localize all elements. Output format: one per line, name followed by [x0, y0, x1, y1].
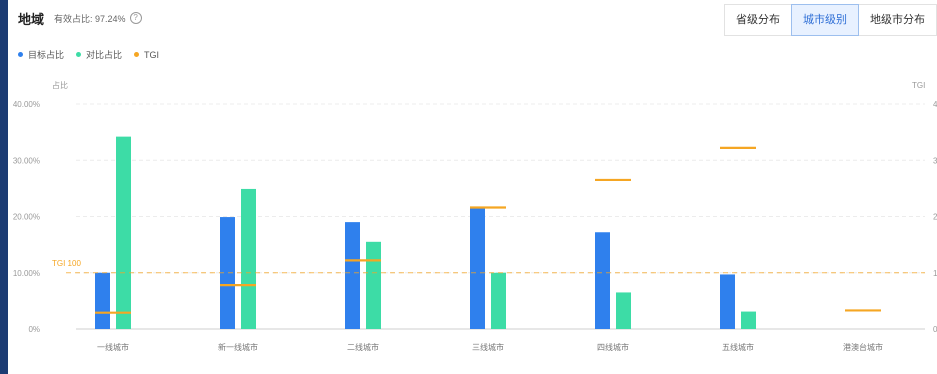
bar-compare[interactable] [366, 241, 381, 329]
x-tick-label: 四线城市 [597, 342, 629, 352]
x-tick-label: 新一线城市 [218, 342, 258, 352]
bar-compare[interactable] [616, 292, 631, 329]
y-right-tick-label: 2 [933, 213, 937, 222]
left-axis-label: 占比 [52, 80, 68, 90]
right-axis-label: TGI [912, 81, 925, 90]
bar-target[interactable] [720, 274, 735, 329]
y-left-tick-label: 40.00% [13, 100, 40, 109]
tab-province[interactable]: 省级分布 [724, 4, 792, 36]
legend-label-target: 目标占比 [28, 50, 65, 60]
legend-item-compare[interactable]: 对比占比 [76, 48, 122, 61]
legend-dot-icon [18, 52, 23, 57]
tgi-reference-label: TGI 100 [52, 259, 81, 268]
y-right-tick-label: 4 [933, 100, 937, 109]
bar-target[interactable] [595, 232, 610, 329]
legend-item-target[interactable]: 目标占比 [18, 48, 64, 61]
question-circle-icon[interactable]: ? [129, 12, 142, 24]
y-left-tick-label: 10.00% [13, 269, 40, 278]
bar-target[interactable] [345, 222, 360, 329]
view-tabs: 省级分布 城市级别 地级市分布 [724, 4, 937, 36]
y-right-tick-label: 3 [933, 156, 937, 165]
bar-compare[interactable] [741, 311, 756, 329]
x-tick-label: 港澳台城市 [843, 342, 883, 352]
legend-label-compare: 对比占比 [86, 50, 123, 60]
y-left-tick-label: 30.00% [13, 156, 40, 165]
x-tick-label: 二线城市 [347, 342, 379, 352]
bar-target[interactable] [95, 272, 110, 329]
bar-compare[interactable] [241, 188, 256, 329]
bar-compare[interactable] [491, 272, 506, 329]
legend-label-tgi: TGI [144, 49, 160, 60]
tab-city-level[interactable]: 城市级别 [791, 4, 859, 36]
left-edge-stripe [0, 0, 8, 374]
y-left-tick-label: 20.00% [13, 213, 40, 222]
legend-dot-icon [76, 52, 82, 57]
y-left-tick-label: 0% [28, 325, 40, 334]
valid-ratio-text: 有效占比: 97.24% [54, 13, 126, 24]
x-tick-label: 一线城市 [97, 342, 129, 352]
legend-item-tgi[interactable]: TGI [134, 50, 159, 60]
chart-legend: 目标占比 对比占比 TGI [18, 48, 171, 61]
legend-dot-icon [134, 52, 140, 57]
bar-compare[interactable] [116, 136, 131, 329]
bar-target[interactable] [470, 208, 485, 329]
y-right-tick-label: 0 [933, 325, 937, 334]
x-tick-label: 五线城市 [722, 342, 754, 352]
bar-target[interactable] [220, 217, 235, 329]
chart-header: 地域 有效占比: 97.24% ? [18, 8, 142, 28]
y-right-tick-label: 1 [933, 269, 937, 278]
chart-title: 地域 [18, 11, 45, 27]
tab-prefecture-city[interactable]: 地级市分布 [858, 4, 937, 36]
x-tick-label: 三线城市 [472, 342, 504, 352]
